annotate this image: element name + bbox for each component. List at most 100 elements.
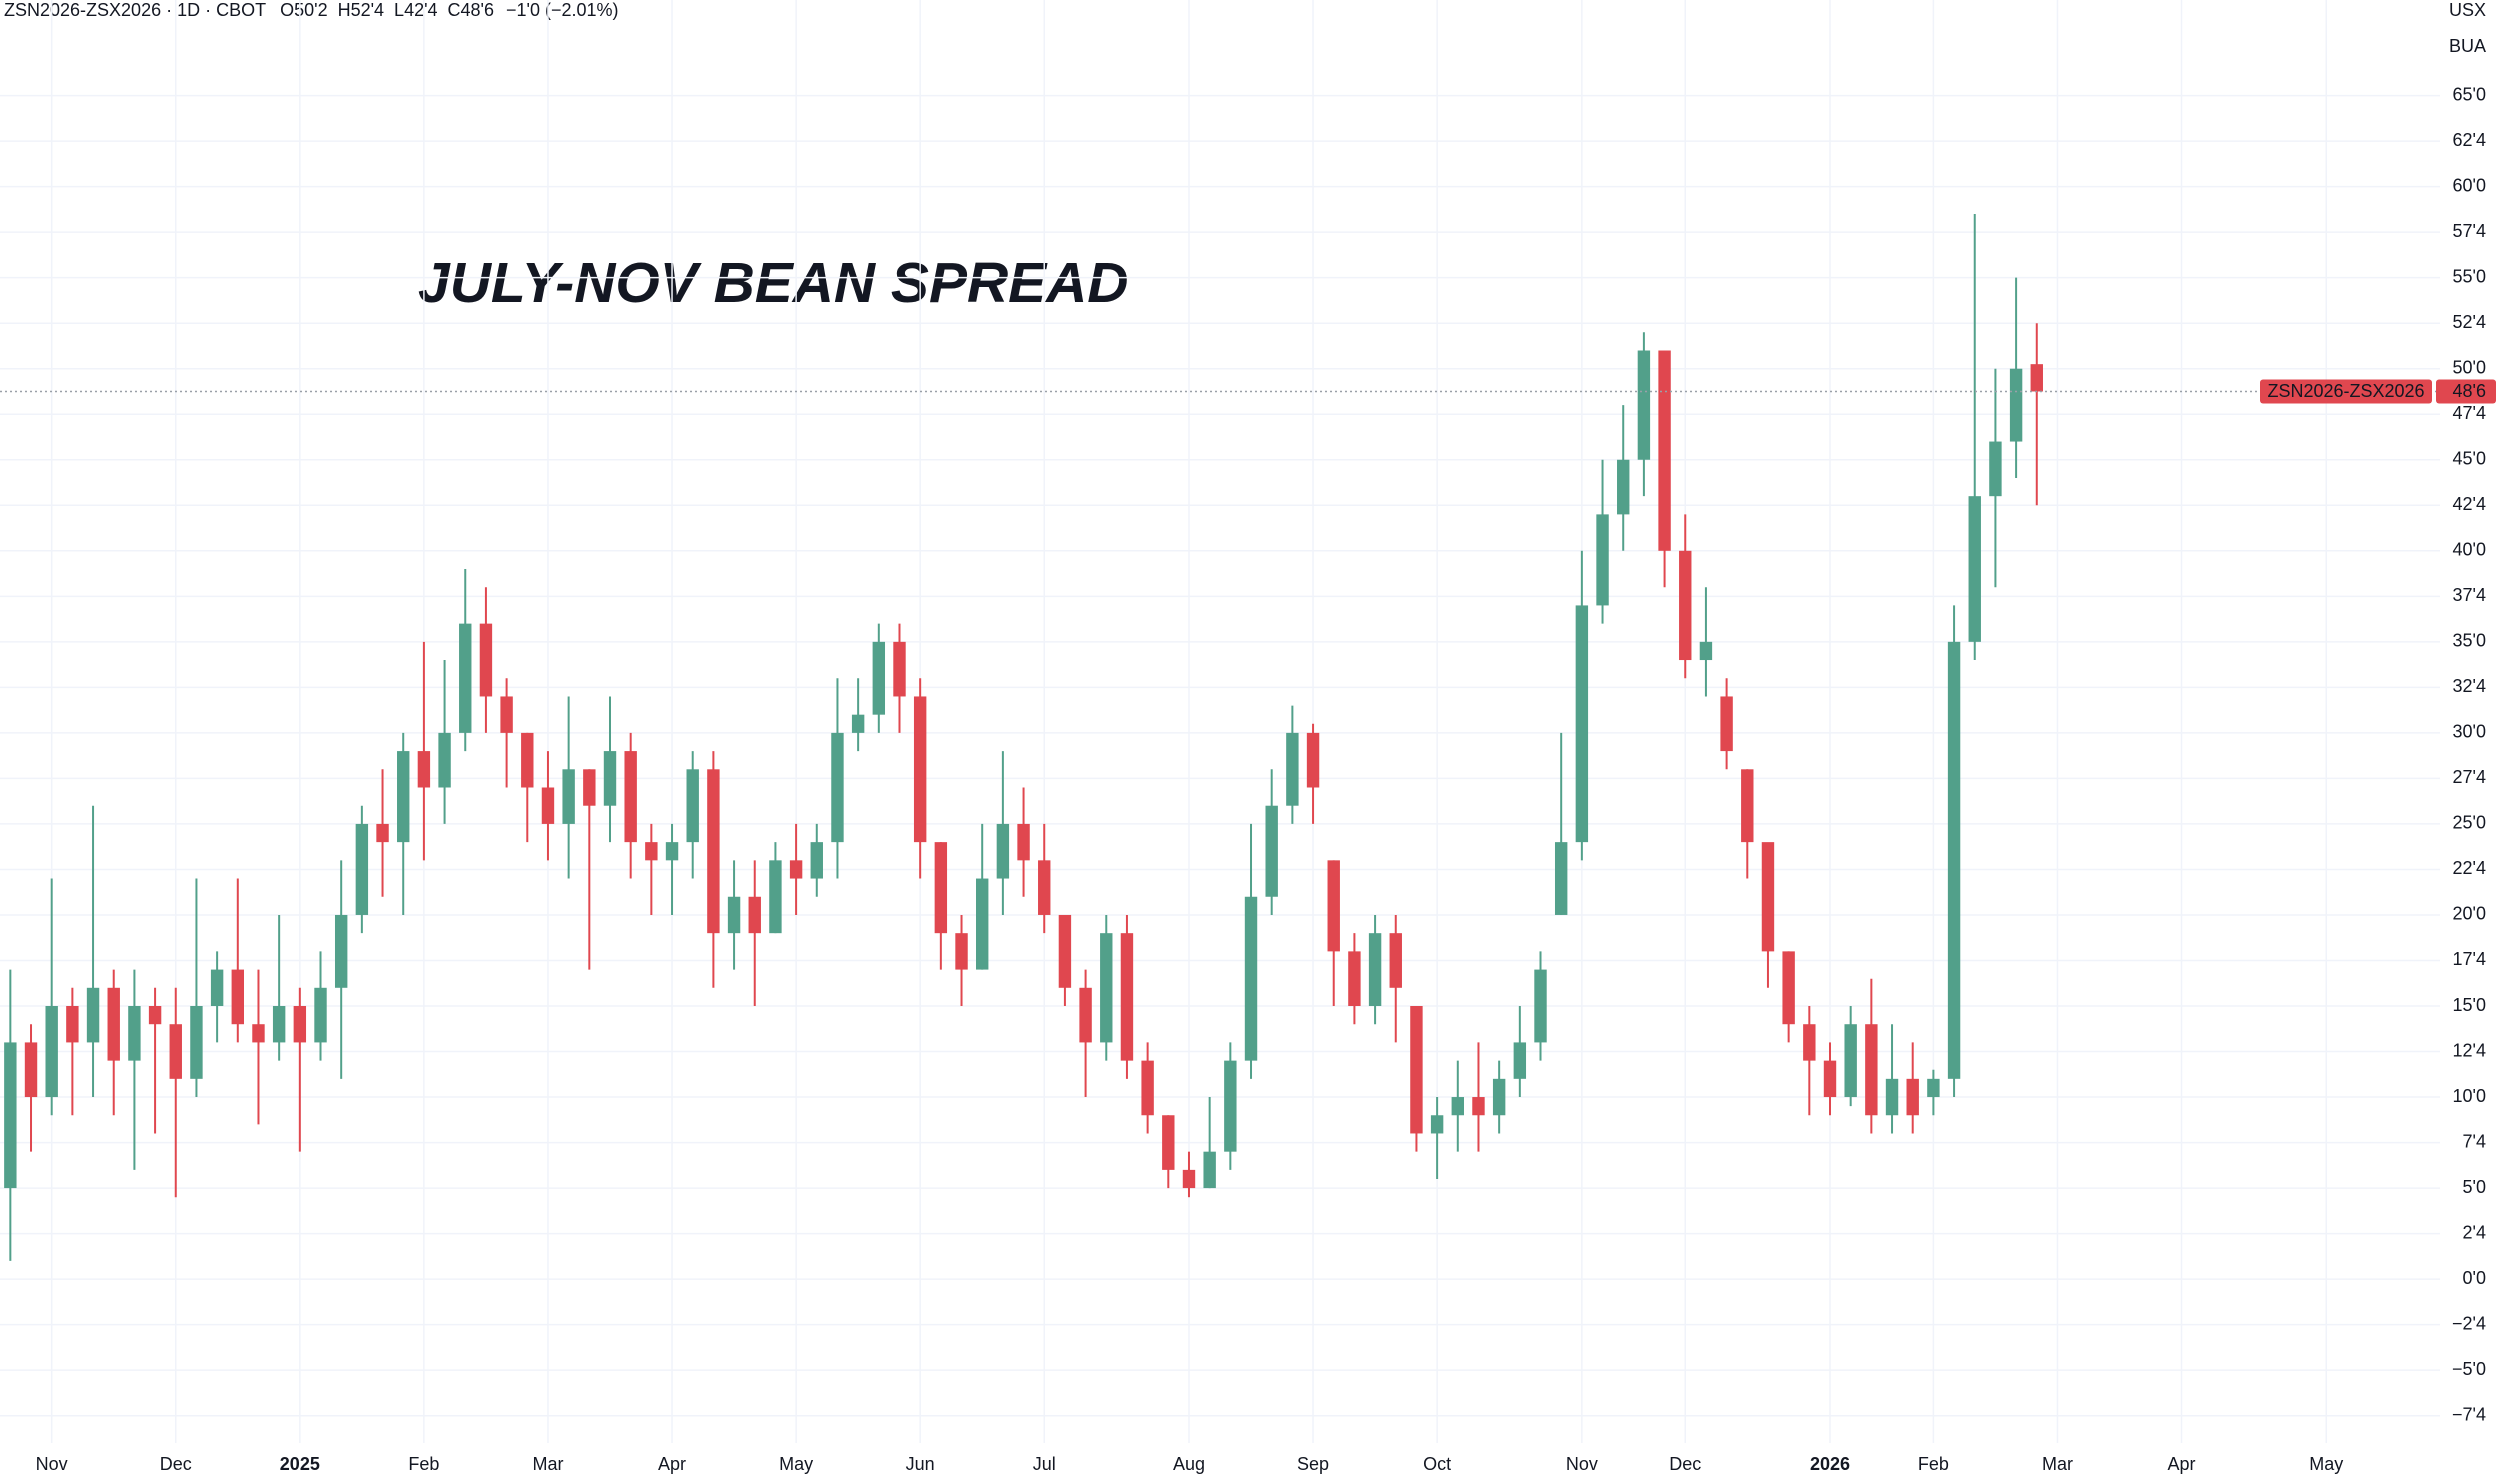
candle-body [1120, 933, 1134, 1061]
change: −1'0 (−2.01%) [506, 0, 619, 20]
last-price-name-box [2260, 379, 2432, 404]
x-tick-label: Nov [1566, 1454, 1598, 1474]
candle-body [1430, 1115, 1444, 1134]
candle-body [1327, 860, 1340, 952]
candle-body [1451, 1097, 1464, 1116]
y-tick-label: 57'4 [2453, 221, 2486, 241]
candle-body [231, 969, 244, 1025]
candle-body [1389, 933, 1402, 988]
y-tick-label: 15'0 [2453, 995, 2486, 1015]
symbol-info: ZSN2026-ZSX2026 · 1D · CBOT [4, 0, 266, 20]
candle-body [1699, 641, 1713, 661]
candle-body [459, 623, 472, 733]
candle-body [872, 641, 886, 715]
candle-body [1534, 969, 1547, 1043]
candle-body [955, 933, 968, 970]
candle-body [397, 751, 410, 843]
x-tick-label: May [779, 1454, 813, 1474]
candle-body [1410, 1006, 1423, 1134]
candle-body [727, 896, 741, 934]
candle-body [1306, 732, 1320, 788]
candle-body [603, 751, 617, 806]
candle-body [24, 1042, 38, 1098]
x-tick-label: Jul [1033, 1454, 1056, 1474]
candle-body [748, 896, 761, 934]
candle-body [934, 842, 948, 934]
candle-body [1968, 496, 1981, 642]
candle-body [1927, 1078, 1940, 1098]
last-price-name: ZSN2026-ZSX2026 [2267, 381, 2424, 401]
candle-body [562, 769, 575, 824]
candle-body [45, 1006, 58, 1098]
candle-body [976, 878, 989, 970]
candle-body [1782, 951, 1795, 1025]
candle-body [1575, 605, 1589, 843]
candle-body [1038, 860, 1051, 915]
candle-body [86, 987, 100, 1043]
x-tick-label: Dec [160, 1454, 192, 1474]
candle-body [1823, 1060, 1837, 1098]
y-tick-label: 47'4 [2453, 403, 2486, 423]
y-tick-label: 55'0 [2453, 266, 2486, 286]
candle-body [1761, 842, 1775, 952]
x-tick-label: Aug [1173, 1454, 1205, 1474]
ohlc-name: L [394, 0, 404, 20]
candle-body [2030, 364, 2043, 392]
candle-body [769, 860, 782, 934]
x-tick-label: Apr [658, 1454, 686, 1474]
y-tick-label: 30'0 [2453, 722, 2486, 742]
y-tick-label: 0'0 [2463, 1268, 2486, 1288]
candle-body [1637, 350, 1651, 460]
ohlc-name: H [338, 0, 351, 20]
candle-body [645, 842, 658, 861]
candle-body [851, 714, 865, 733]
last-price-box [2436, 379, 2496, 404]
candle-body [1265, 805, 1278, 897]
candle-body [1492, 1078, 1506, 1116]
candle-body [2009, 368, 2023, 442]
ohlc-value: 52'4 [351, 0, 384, 20]
candle-body [1100, 933, 1113, 1043]
y-tick-label: −5'0 [2452, 1359, 2486, 1379]
grid [0, 0, 2440, 1443]
x-tick-label: Mar [532, 1454, 563, 1474]
x-tick-label: Dec [1669, 1454, 1701, 1474]
candle-body [541, 787, 555, 824]
ohlc-value: 50'2 [294, 0, 327, 20]
y-tick-label: 42'4 [2453, 494, 2486, 514]
candle-body [1203, 1151, 1216, 1189]
y-tick-label: 65'0 [2453, 84, 2486, 104]
candle-body [210, 969, 224, 1007]
candle-body [355, 823, 369, 915]
candle-body [996, 823, 1010, 879]
y-tick-label: −7'4 [2452, 1404, 2486, 1424]
candle-body [169, 1024, 182, 1079]
candle-body [1554, 842, 1568, 915]
candle-body [624, 751, 637, 843]
candle-body [1720, 696, 1733, 752]
candle-body [1906, 1078, 1919, 1116]
candle-body [1513, 1042, 1527, 1079]
y-tick-label: 52'4 [2453, 312, 2486, 332]
candle-body [376, 823, 389, 843]
candle-body [521, 732, 534, 788]
candle-body [107, 987, 120, 1061]
candle-body [272, 1006, 286, 1043]
candle-body [1017, 823, 1030, 861]
candle-body [1989, 441, 2002, 497]
candle-body [1885, 1078, 1899, 1116]
candle-body [1596, 514, 1609, 606]
currency: USX [2449, 0, 2486, 20]
x-tick-label: Oct [1423, 1454, 1451, 1474]
candle-body [1844, 1024, 1857, 1098]
candle-body [665, 842, 679, 861]
x-tick-label: Sep [1297, 1454, 1329, 1474]
candle-body [1141, 1060, 1154, 1116]
candle-body [1947, 641, 1961, 1079]
y-tick-label: 50'0 [2453, 357, 2486, 377]
y-tick-label: 20'0 [2453, 904, 2486, 924]
candle-body [334, 914, 348, 988]
ohlc-name: C [448, 0, 461, 20]
y-tick-label: 10'0 [2453, 1086, 2486, 1106]
